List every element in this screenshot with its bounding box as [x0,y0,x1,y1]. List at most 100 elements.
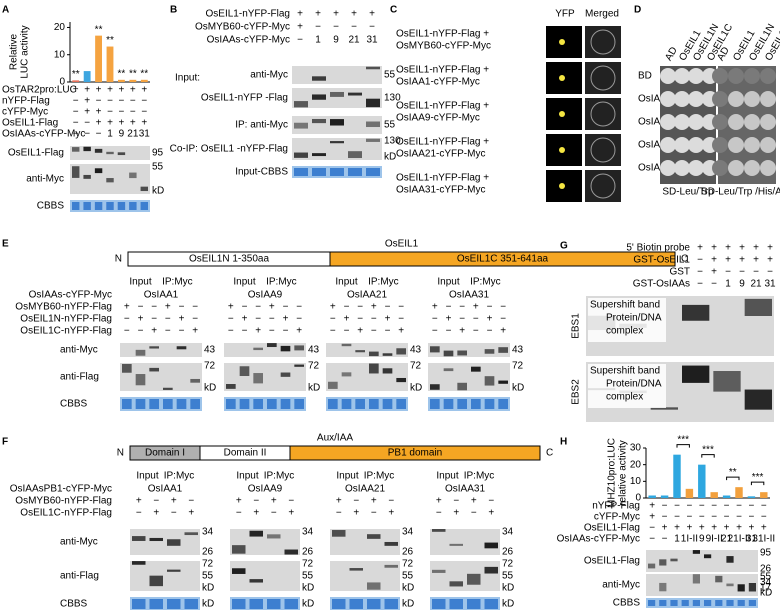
domain [329,251,676,267]
cell: − [371,314,377,325]
protein-name: Aux/IAA [317,433,353,444]
cell: − [767,267,773,278]
blot-label: CBBS [613,598,641,609]
signal [559,183,565,189]
band [384,541,398,546]
cell: + [315,9,321,20]
blot [224,343,306,357]
col-header: Input [437,277,459,288]
cell: + [296,326,302,337]
blot-label: Input-CBBS [235,167,288,178]
colony [744,91,760,107]
marker: 72 [308,361,320,372]
marker: 55 [384,70,396,81]
band [280,399,291,409]
cell: − [371,508,377,519]
band [132,536,146,541]
cell: 31I-II [752,534,775,545]
cell: + [236,496,242,507]
colony [674,160,690,176]
band [135,399,146,409]
cell: + [674,523,680,534]
row-label: OsMYB60-cYFP-Myc [195,22,290,33]
group-label: OsIAA31 [445,484,485,495]
marker: 72 [410,361,422,372]
group-label: OsIAA31 [449,290,489,301]
band [149,367,159,372]
band [83,174,91,179]
cell: − [674,501,680,512]
band [369,399,379,409]
marker: 55 [502,571,514,582]
band [467,599,481,609]
significance: ** [106,35,114,46]
band [692,600,700,606]
domain-label: OsEIL1N 1-350aa [189,254,269,265]
cell: − [748,501,754,512]
cell: − [179,326,185,337]
band [149,537,163,542]
bar [140,79,148,82]
colony [688,160,704,176]
marker: 95 [152,148,164,159]
colony [660,137,676,153]
marker: 72 [512,361,524,372]
band [294,101,308,108]
blot-label: OsEIL1-Flag [8,148,64,159]
panel-letter: F [2,437,8,448]
blot [430,529,500,555]
cell: + [141,85,147,96]
cell: + [725,243,731,254]
colony [660,68,676,84]
marker: 55 [760,572,772,583]
cell: + [192,326,198,337]
band [253,373,263,384]
cell: + [487,314,493,325]
row-label: GST-OsIAAs [633,279,690,290]
cell: − [699,512,705,523]
row-label: OsEIL1-nYFP-Flag + [396,65,489,76]
band [715,600,723,606]
image [585,170,621,202]
band [284,549,298,555]
band [366,138,380,142]
cell: + [136,496,142,507]
cell: + [96,118,102,129]
band [280,345,291,352]
band [312,118,326,124]
cell: + [699,523,705,534]
marker: kD [202,599,214,610]
bar [710,492,718,498]
cell: − [151,314,157,325]
band [328,381,338,389]
image [585,134,621,166]
blot-label: anti-Flag [60,571,99,582]
blot [428,343,510,357]
band [369,363,379,374]
col-header: IP:Myc [470,277,501,288]
blot-label: EBS1 [571,313,582,339]
marker: 17 [760,582,772,593]
band [312,94,326,100]
band [163,387,173,390]
cell: − [711,501,717,512]
band [232,568,246,574]
cell: − [711,512,717,523]
cell: − [315,22,321,33]
col-header: Input [236,471,258,482]
blot-label: CBBS [60,399,88,410]
col-header: Input [436,471,458,482]
blot [120,363,202,391]
cell: + [739,243,745,254]
cell: 31 [764,279,776,290]
row-label: OsIAA9 [638,117,673,128]
cell: − [188,496,194,507]
band [382,399,393,409]
cell: − [500,314,506,325]
band [366,66,380,70]
band [294,152,308,158]
band [294,345,304,351]
blot [224,363,306,391]
colony [688,91,704,107]
cell: − [353,496,359,507]
